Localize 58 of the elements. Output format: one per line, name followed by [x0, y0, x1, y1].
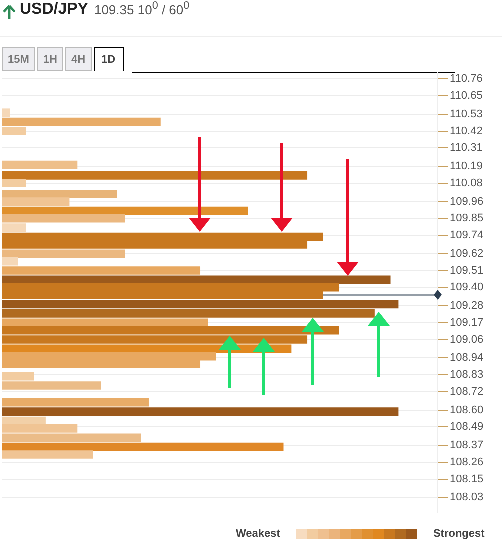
y-tick-label: 109.96 [450, 196, 484, 208]
chart-subtitle: 109.35 10$^{0}$ / 60$^{0}$ [94, 0, 190, 18]
y-tick-label: 109.51 [450, 264, 484, 277]
text: 4H [65, 47, 92, 71]
y-tick-label: 109.28 [450, 300, 484, 312]
y-tick-label: 108.72 [450, 386, 484, 398]
y-tick-label: 108.83 [450, 369, 484, 382]
text: 15M [2, 47, 36, 71]
bar [2, 108, 10, 118]
bar [2, 127, 26, 136]
y-tick-label: 110.42 [450, 125, 483, 138]
bar [2, 257, 18, 266]
y-tick-label: 110.08 [450, 177, 483, 190]
bar [2, 266, 201, 275]
text: 1H [37, 47, 64, 71]
bar [2, 179, 26, 188]
bar [2, 442, 284, 452]
bar [2, 214, 126, 223]
bar [2, 450, 94, 459]
y-tick-label: 109.62 [450, 248, 484, 260]
text: Weakest [236, 528, 280, 540]
bar [2, 160, 78, 170]
text: Strongest [433, 528, 485, 540]
y-tick-label: 109.74 [450, 230, 484, 242]
bar [2, 172, 308, 180]
y-tick-label: 108.94 [450, 352, 484, 364]
y-tick-label: 109.85 [450, 212, 484, 225]
y-tick-label: 110.53 [450, 108, 483, 120]
bar [2, 190, 118, 198]
y-tick-label: 109.06 [450, 334, 484, 346]
bar [2, 372, 34, 381]
y-tick-label: 108.26 [450, 456, 484, 468]
y-tick-label: 108.37 [450, 440, 484, 452]
y-tick-label: 109.40 [450, 282, 484, 294]
y-tick-label: 108.03 [450, 492, 484, 504]
chart-title: USD/JPY [20, 1, 88, 20]
bar [2, 206, 248, 216]
bar [2, 408, 399, 416]
y-tick-label: 108.49 [450, 421, 484, 434]
y-tick-label: 110.19 [450, 160, 483, 173]
y-tick-label: 110.31 [450, 142, 483, 154]
bar [2, 224, 26, 232]
text: 1D [94, 47, 124, 71]
bar [2, 276, 391, 284]
y-tick-label: 110.76 [450, 73, 483, 86]
bar [2, 300, 399, 309]
bar [2, 118, 161, 126]
y-tick-label: 108.60 [450, 404, 484, 416]
bar [2, 398, 149, 407]
bar [2, 198, 70, 206]
y-tick-label: 110.65 [450, 90, 483, 102]
bar [2, 310, 375, 318]
y-tick-label: 109.17 [450, 316, 484, 329]
bar [2, 382, 102, 390]
bar [2, 416, 46, 426]
bar [2, 318, 208, 328]
bar [2, 250, 126, 258]
y-tick-label: 108.15 [450, 473, 484, 486]
